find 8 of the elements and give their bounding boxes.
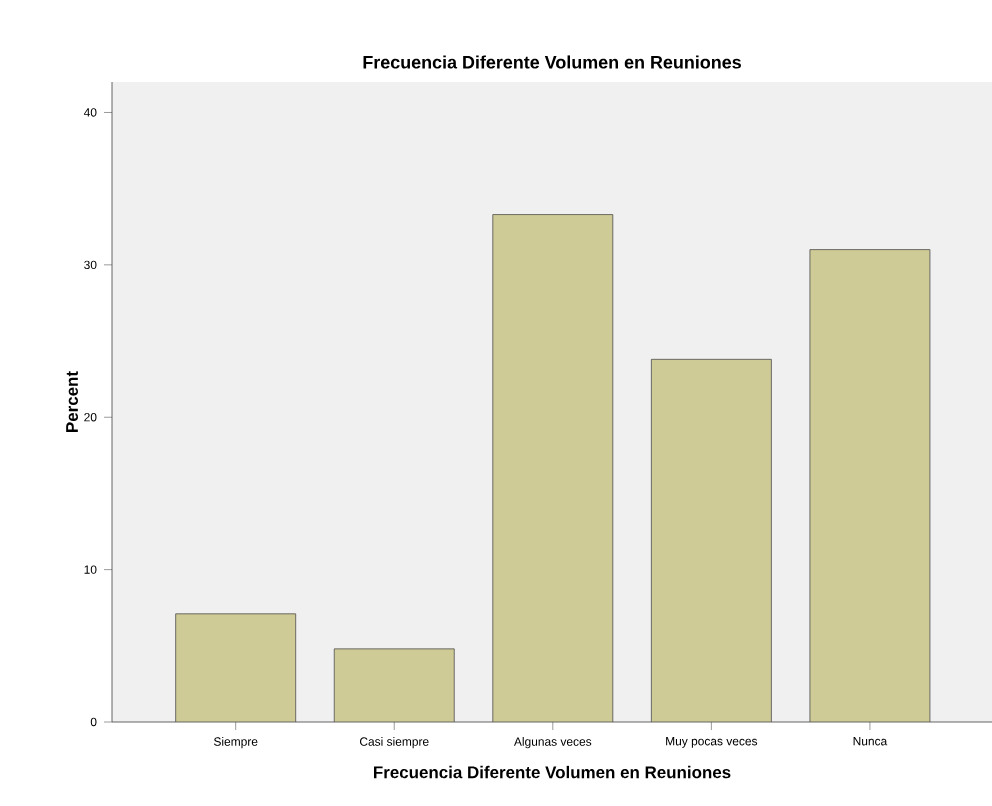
bar: [809, 249, 931, 722]
chart-title: Frecuencia Diferente Volumen en Reuniones: [363, 55, 741, 69]
bar: [650, 358, 772, 722]
bar: [175, 613, 297, 722]
x-axis-title: Frecuencia Diferente Volumen en Reuniones: [374, 765, 731, 779]
bar: [492, 214, 614, 722]
y-axis-title: Percent: [66, 371, 78, 432]
bar: [333, 648, 455, 722]
